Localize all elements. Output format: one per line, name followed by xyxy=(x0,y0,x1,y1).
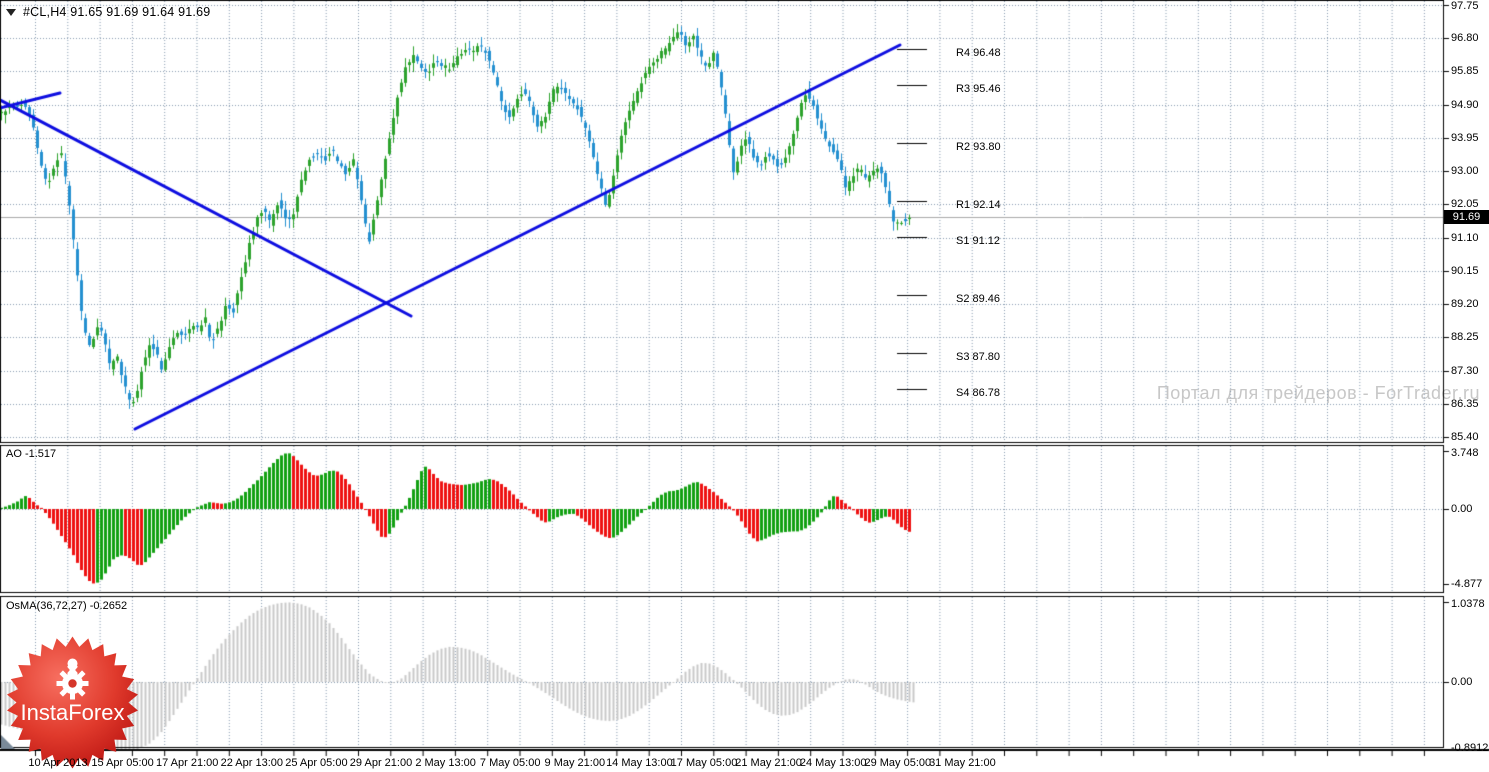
instaforex-gear-person-icon xyxy=(56,658,89,700)
starburst-badge xyxy=(7,636,138,769)
indicator-axis-label: 0.00 xyxy=(1451,503,1473,515)
indicator-axis-label: 0.00 xyxy=(1451,676,1473,688)
pivot-label: R4 96.48 xyxy=(956,47,1001,60)
time-axis-label: 25 Apr 05:00 xyxy=(285,757,348,769)
price-axis-label: 93.95 xyxy=(1451,131,1479,144)
price-axis-label: 87.30 xyxy=(1451,364,1479,377)
price-axis-label: 91.10 xyxy=(1451,231,1479,244)
price-axis-label: 97.75 xyxy=(1451,0,1479,12)
time-axis-label: 29 Apr 21:00 xyxy=(349,757,413,769)
chart-title: #CL,H4 91.65 91.69 91.64 91.69 xyxy=(23,5,211,19)
time-axis-label: 21 May 21:00 xyxy=(735,757,802,769)
price-axis-label: 88.25 xyxy=(1451,331,1479,344)
price-axis-label: 89.20 xyxy=(1451,298,1479,311)
chart-title-bar: #CL,H4 91.65 91.69 91.64 91.69 xyxy=(6,5,210,19)
instaforex-logo: InstaForex xyxy=(7,636,138,769)
pivot-label: R1 92.14 xyxy=(956,199,1001,212)
pivot-label: S3 87.80 xyxy=(956,351,1001,364)
pivot-label: S4 86.78 xyxy=(956,386,1001,399)
price-axis-label: 90.15 xyxy=(1451,264,1479,277)
indicator-axis-label: -0.8912 xyxy=(1451,742,1489,754)
time-axis-label: 14 May 13:00 xyxy=(606,757,673,769)
pivot-label: S1 91.12 xyxy=(956,234,1001,247)
time-axis-label: 17 Apr 21:00 xyxy=(155,757,219,769)
time-axis-label: 31 May 21:00 xyxy=(929,757,996,769)
time-axis-label: 24 May 13:00 xyxy=(799,757,867,769)
time-axis-label: 10 Apr 2013 xyxy=(28,757,88,769)
price-axis-label: 96.80 xyxy=(1451,32,1479,45)
time-axis-label: 9 May 21:00 xyxy=(544,757,606,769)
pivot-label: R2 93.80 xyxy=(956,141,1001,154)
pivot-label: S2 89.46 xyxy=(956,292,1001,305)
pivot-label: R3 95.46 xyxy=(956,83,1001,96)
indicator-axis-label: 1.0378 xyxy=(1451,598,1485,610)
instaforex-logo-text: InstaForex xyxy=(21,700,125,725)
osma-indicator-label: OsMA(36,72,27) -0.2652 xyxy=(6,600,128,612)
price-axis-label: 86.35 xyxy=(1451,397,1479,410)
time-axis-label: 29 May 05:00 xyxy=(864,757,932,769)
price-axis-label: 85.40 xyxy=(1451,431,1479,443)
time-axis-label: 17 May 05:00 xyxy=(670,757,738,769)
current-price-badge: 91.69 xyxy=(1444,210,1489,224)
price-axis-label: 92.05 xyxy=(1451,198,1479,211)
time-axis-label: 7 May 05:00 xyxy=(479,757,541,769)
price-axis-label: 93.00 xyxy=(1451,165,1479,178)
indicator-axis-label: 3.748 xyxy=(1451,447,1479,459)
indicator-axis-label: -4.877 xyxy=(1451,578,1483,591)
ao-indicator-label: AO -1.517 xyxy=(6,448,57,460)
time-axis-label: 22 Apr 13:00 xyxy=(220,757,283,769)
price-axis-label: 94.90 xyxy=(1451,98,1479,111)
time-axis-label: 2 May 13:00 xyxy=(415,757,476,769)
time-axis-label: 15 Apr 05:00 xyxy=(91,757,154,769)
price-axis-label: 95.85 xyxy=(1451,65,1479,78)
symbol-dropdown-icon[interactable] xyxy=(6,9,16,16)
